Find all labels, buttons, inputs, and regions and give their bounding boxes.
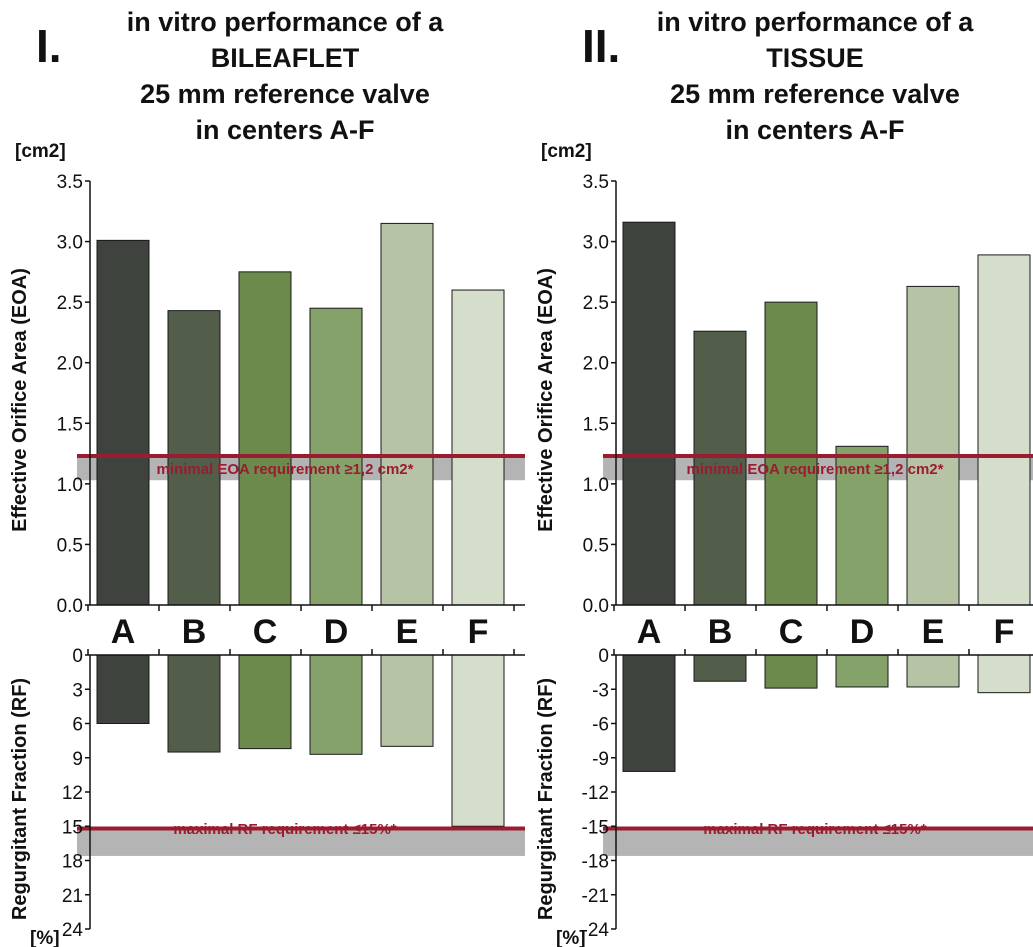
eoa-unit-label: [cm2] [15, 141, 66, 162]
category-label: B [182, 613, 207, 651]
chart-title-line: TISSUE [766, 43, 864, 73]
eoa-y-tick-label: 1.0 [57, 475, 83, 496]
rf-bar [835, 654, 889, 688]
category-label: E [396, 613, 419, 651]
eoa-bar [835, 445, 889, 606]
rf-bar [906, 654, 960, 688]
eoa-bar [96, 239, 150, 606]
chart-title-line: in centers A-F [195, 115, 374, 145]
chart-title-line: in centers A-F [725, 115, 904, 145]
eoa-bar [238, 271, 292, 606]
rf-y-tick-label: 12 [62, 783, 83, 804]
category-label: F [468, 613, 489, 651]
rf-bar [309, 654, 363, 755]
category-label: D [324, 613, 349, 651]
rf-y-tick-label: -6 [592, 715, 609, 736]
eoa-y-tick-label: 2.0 [57, 354, 83, 375]
rf-y-tick-label: 6 [72, 715, 83, 736]
rf-unit-label: [%] [556, 928, 586, 947]
chart-title-line: BILEAFLET [211, 43, 360, 73]
rf-bar [693, 654, 747, 682]
eoa-y-tick-label: 3.5 [57, 172, 83, 193]
rf-y-tick-label: 24 [62, 920, 84, 941]
eoa-bar [906, 285, 960, 606]
eoa-y-tick-label: 3.5 [583, 172, 609, 193]
rf-y-tick-label: 0 [598, 646, 609, 667]
category-label: D [850, 613, 875, 651]
category-label: B [708, 613, 733, 651]
panel-number: II. [582, 20, 620, 72]
eoa-y-tick-label: 3.0 [583, 233, 609, 254]
eoa-y-tick-label: 1.5 [583, 414, 609, 435]
eoa-y-tick-label: 0.0 [57, 596, 83, 617]
eoa-y-tick-label: 0.5 [57, 535, 83, 556]
eoa-y-tick-label: 0.5 [583, 535, 609, 556]
eoa-y-tick-label: 1.0 [583, 475, 609, 496]
category-label: A [111, 613, 136, 651]
category-label: F [994, 613, 1015, 651]
category-label: C [779, 613, 804, 651]
rf-bar [238, 654, 292, 750]
rf-bar [764, 654, 818, 689]
rf-y-tick-label: 9 [72, 749, 83, 770]
rf-requirement-band [77, 828, 525, 856]
rf-bar [96, 654, 150, 724]
rf-requirement-label: maximal RF requirement ≤15%* [703, 821, 926, 838]
rf-y-tick-label: -24 [582, 920, 610, 941]
eoa-requirement-label: minimal EOA requirement ≥1,2 cm2* [687, 461, 944, 478]
rf-y-tick-label: -18 [582, 852, 609, 873]
rf-y-tick-label: 18 [62, 852, 83, 873]
rf-requirement-label: maximal RF requirement ≤15%* [173, 821, 396, 838]
eoa-axis-title: Effective Orifice Area (EOA) [535, 268, 557, 532]
eoa-y-tick-label: 1.5 [57, 414, 83, 435]
eoa-bar [380, 222, 434, 606]
rf-bar [977, 654, 1031, 694]
eoa-requirement-label: minimal EOA requirement ≥1,2 cm2* [157, 461, 414, 478]
rf-bar [380, 654, 434, 747]
eoa-unit-label: [cm2] [541, 141, 592, 162]
chart-title-line: in vitro performance of a [127, 7, 445, 37]
eoa-y-tick-label: 2.5 [57, 293, 83, 314]
category-label: A [637, 613, 662, 651]
rf-y-tick-label: 3 [72, 680, 83, 701]
rf-y-tick-label: -21 [582, 886, 609, 907]
panel-number: I. [36, 20, 62, 72]
eoa-bar [622, 221, 676, 606]
rf-y-tick-label: -12 [582, 783, 609, 804]
rf-bar [451, 654, 505, 827]
rf-y-tick-label: 15 [62, 817, 83, 838]
rf-y-tick-label: -3 [592, 680, 609, 701]
rf-requirement-band [603, 828, 1033, 856]
rf-axis-title: Regurgitant Fraction (RF) [535, 678, 557, 920]
eoa-axis-title: Effective Orifice Area (EOA) [9, 268, 31, 532]
eoa-bar [764, 301, 818, 606]
chart-title-line: 25 mm reference valve [140, 79, 430, 109]
rf-bar [167, 654, 221, 753]
eoa-y-tick-label: 2.5 [583, 293, 609, 314]
eoa-requirement-band [77, 455, 525, 481]
rf-y-tick-label: 21 [62, 886, 83, 907]
rf-y-tick-label: -9 [592, 749, 609, 770]
rf-axis-title: Regurgitant Fraction (RF) [9, 678, 31, 920]
rf-bar [622, 654, 676, 772]
eoa-bar [977, 254, 1031, 606]
eoa-y-tick-label: 2.0 [583, 354, 609, 375]
rf-y-tick-label: 0 [72, 646, 83, 667]
eoa-bar [693, 330, 747, 606]
eoa-bar [451, 289, 505, 606]
category-label: C [253, 613, 278, 651]
eoa-y-tick-label: 3.0 [57, 233, 83, 254]
rf-y-tick-label: -15 [582, 817, 609, 838]
category-label: E [922, 613, 945, 651]
rf-unit-label: [%] [30, 928, 60, 947]
chart-title-line: in vitro performance of a [657, 7, 975, 37]
chart-title-line: 25 mm reference valve [670, 79, 960, 109]
eoa-y-tick-label: 0.0 [583, 596, 609, 617]
